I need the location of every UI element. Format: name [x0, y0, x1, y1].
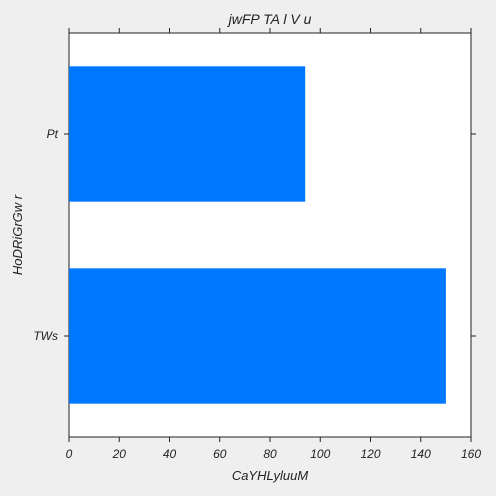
x-tick-label: 160 [461, 447, 481, 461]
x-tick-label: 100 [310, 447, 330, 461]
x-tick-label: 20 [112, 447, 127, 461]
y-tick-label: Pt [47, 127, 59, 141]
y-axis-label: HoDRiGrGw r [10, 194, 25, 275]
chart-title: jwFP TA l V u [227, 11, 312, 27]
x-tick-label: 40 [163, 447, 177, 461]
bars [69, 66, 446, 404]
x-axis-label: CaYHLyluuM [232, 468, 309, 483]
x-tick-label: 80 [263, 447, 277, 461]
x-tick-label: 0 [66, 447, 73, 461]
y-tick-label: TWs [33, 329, 58, 343]
x-tick-label: 140 [411, 447, 431, 461]
x-tick-label: 120 [360, 447, 380, 461]
x-axis-ticks: 0 20 40 60 80 100 120 140 160 [66, 28, 481, 461]
x-tick-label: 60 [213, 447, 227, 461]
bar [69, 268, 446, 404]
bar [69, 66, 306, 202]
y-axis-ticks: TWs Pt [33, 127, 476, 343]
